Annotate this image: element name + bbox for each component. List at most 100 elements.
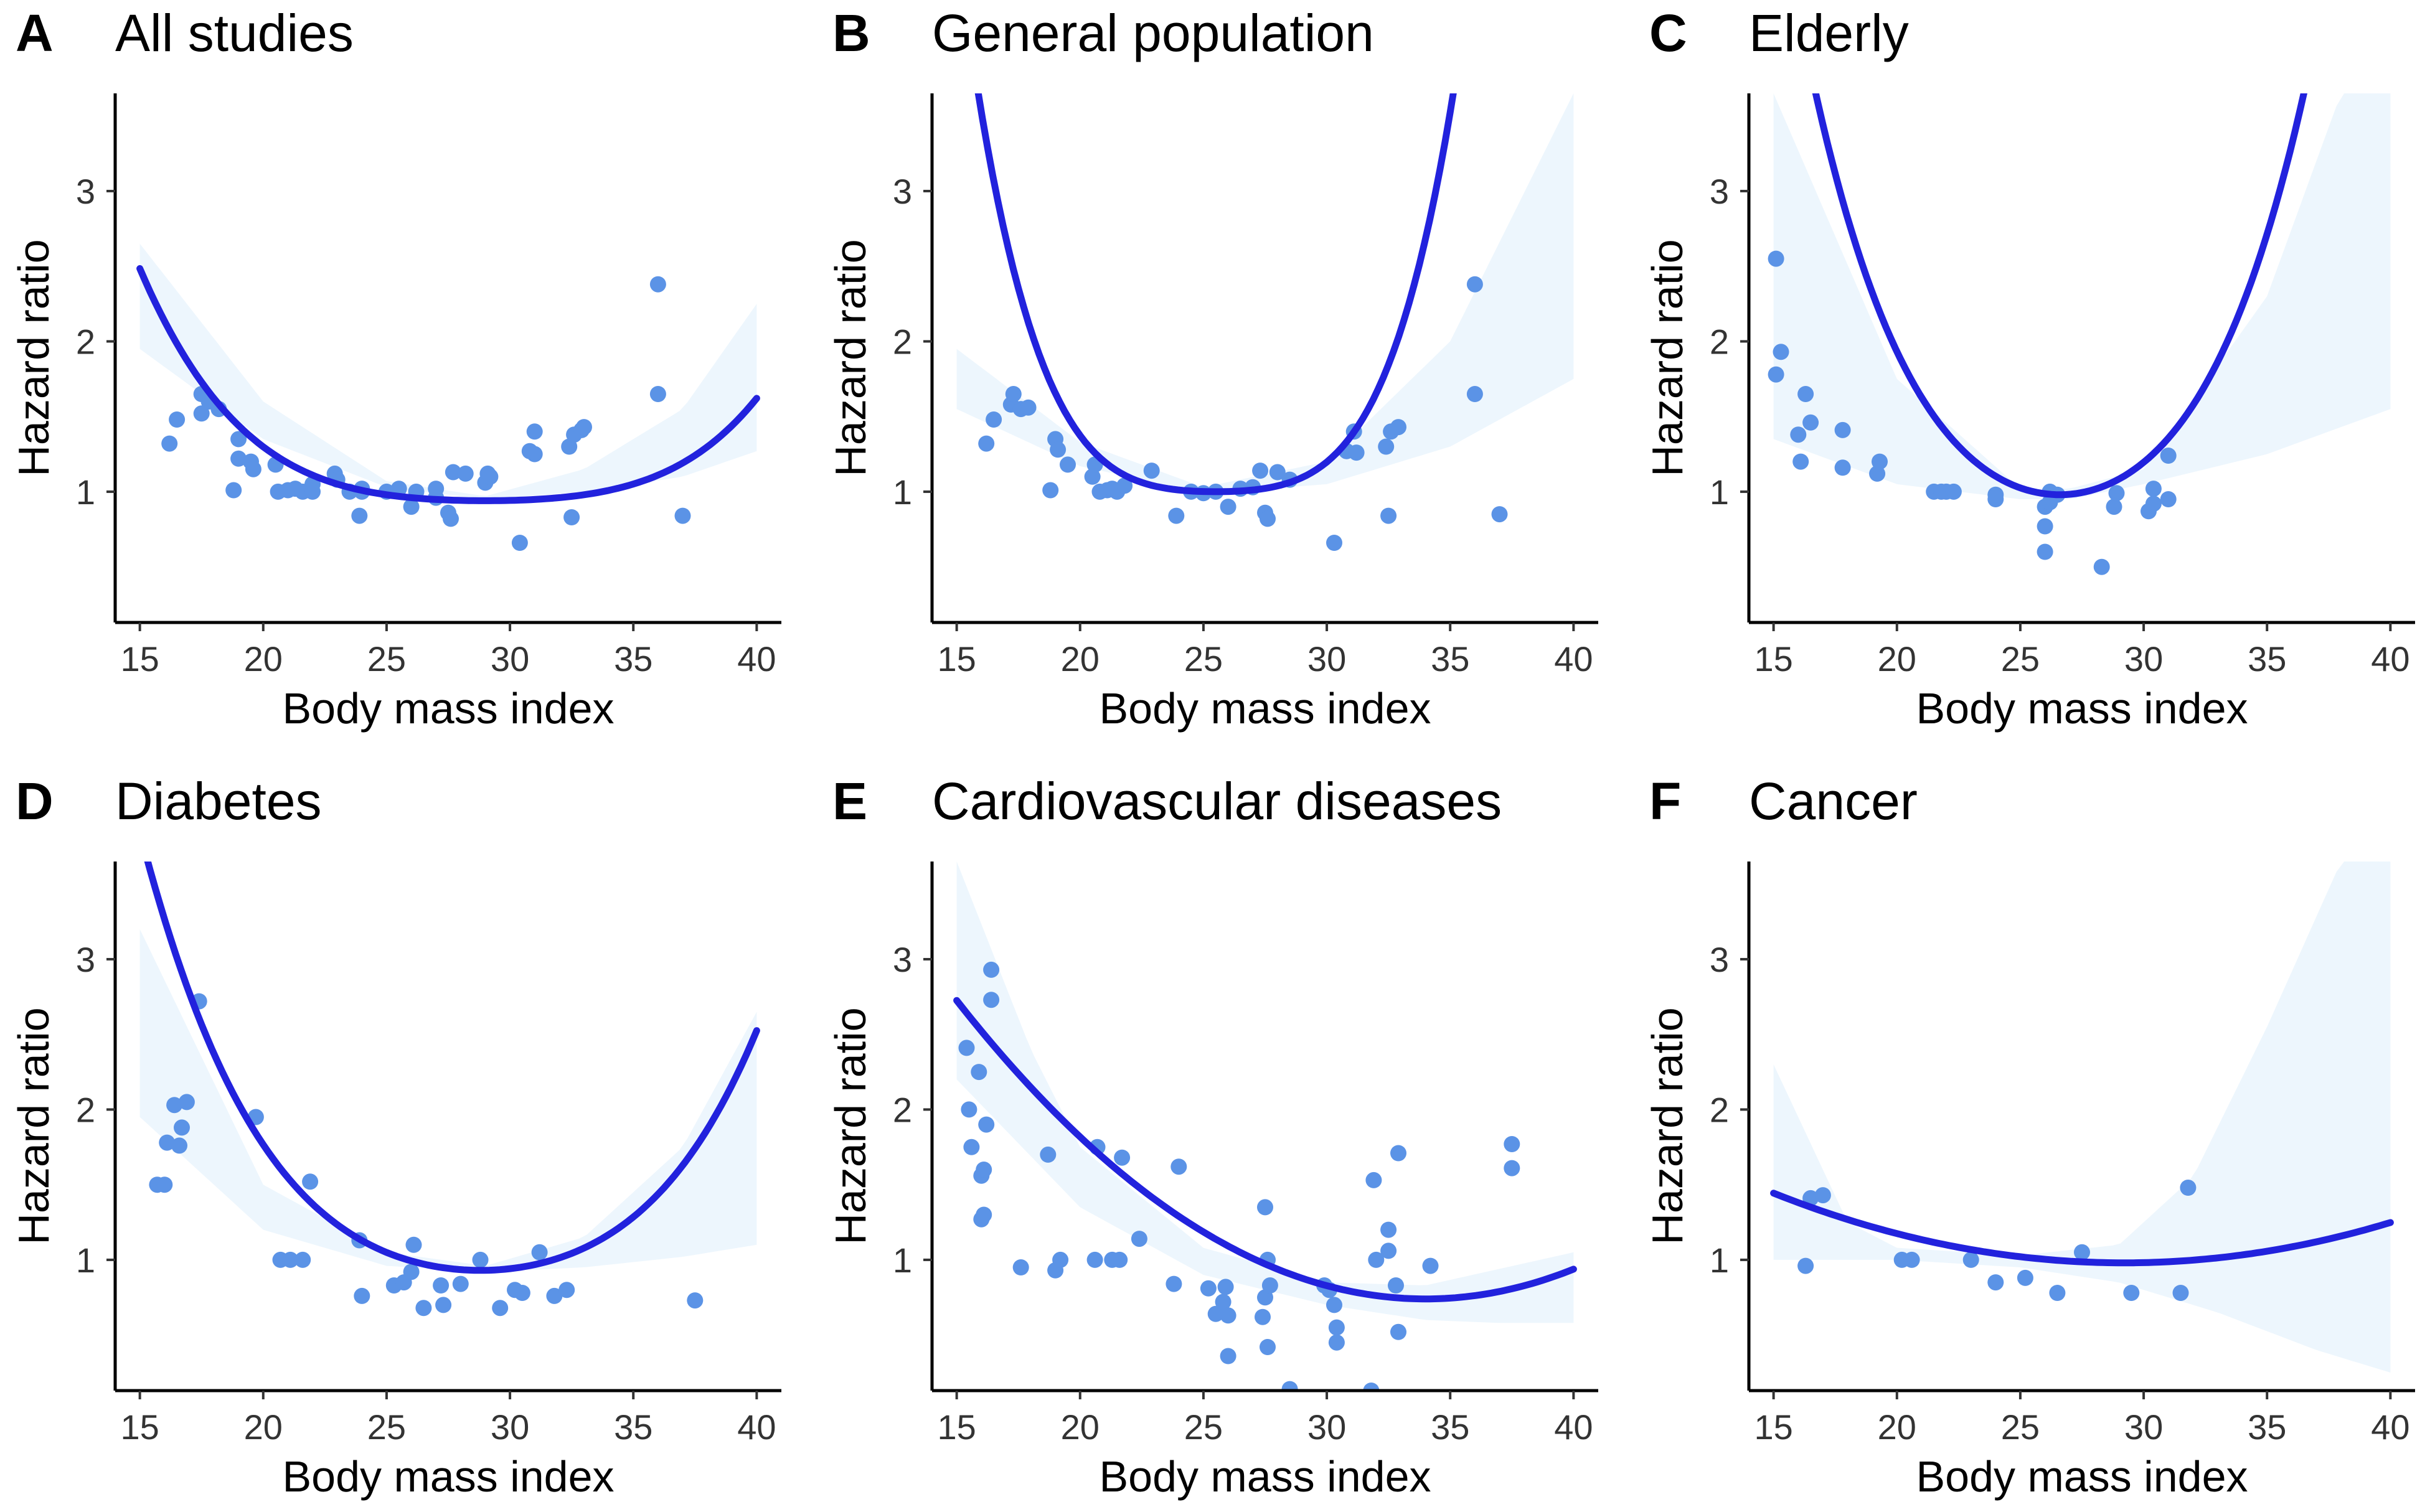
data-point (472, 1251, 489, 1268)
y-axis-title: Hazard ratio (9, 239, 58, 476)
x-tick-label: 15 (937, 639, 976, 679)
y-tick-label: 2 (893, 322, 912, 361)
x-tick-label: 20 (244, 1407, 283, 1447)
x-tick-label: 30 (2124, 639, 2163, 679)
y-tick-label: 1 (1710, 1241, 1729, 1280)
data-point (1987, 1274, 2004, 1291)
data-point (1768, 366, 1784, 383)
data-point (174, 1119, 190, 1136)
x-tick-label: 15 (1754, 639, 1792, 679)
y-tick-label: 2 (1710, 322, 1729, 361)
data-point (1390, 1145, 1406, 1162)
data-point (674, 507, 691, 524)
data-point (1060, 456, 1076, 473)
data-point (225, 482, 242, 499)
data-point (1872, 453, 1888, 470)
x-tick-label: 25 (367, 1407, 406, 1447)
data-point (1260, 510, 1276, 527)
data-point (1269, 464, 1286, 481)
data-point (2145, 481, 2162, 497)
data-point (1166, 1275, 1182, 1292)
data-point (1790, 426, 1807, 443)
data-point (1040, 1146, 1057, 1163)
data-point (1200, 1280, 1217, 1297)
fitted-curve (953, 997, 1577, 1303)
data-point (971, 1064, 987, 1081)
y-tick-label: 3 (1710, 172, 1729, 211)
data-point (1220, 1348, 1236, 1364)
x-tick-label: 35 (614, 639, 652, 679)
data-point (2160, 448, 2177, 464)
data-point (1466, 386, 1483, 402)
data-point (1380, 507, 1397, 524)
data-point (433, 1277, 450, 1294)
panel-letter: C (1649, 4, 1687, 62)
fitted-curve (1812, 93, 2307, 499)
confidence-band (956, 862, 1574, 1323)
x-tick-label: 20 (1061, 639, 1100, 679)
y-tick-label: 3 (1710, 940, 1729, 979)
data-point (193, 405, 210, 422)
data-point (558, 1282, 575, 1298)
data-point (1328, 1319, 1345, 1336)
confidence-band (139, 243, 757, 499)
y-axis-title: Hazard ratio (9, 1007, 58, 1244)
data-point (1388, 1277, 1404, 1294)
data-point (1834, 421, 1851, 438)
data-point (978, 435, 995, 452)
x-axis-title: Body mass index (282, 684, 614, 733)
data-point (1255, 1308, 1271, 1325)
data-point (1504, 1136, 1520, 1152)
data-point (1042, 482, 1059, 499)
data-point (1257, 1199, 1273, 1216)
data-point (1363, 1383, 1380, 1391)
data-point (1869, 465, 1886, 482)
data-point (405, 1236, 422, 1253)
data-point (1052, 1251, 1069, 1268)
data-point (649, 386, 666, 402)
data-point (443, 510, 459, 527)
data-point (2145, 495, 2162, 512)
panel-cancer: F Cancer 15 20 25 30 35 40 1 2 3 Body mass index H… (1643, 772, 2415, 1501)
y-tick-label: 1 (1710, 472, 1729, 512)
x-axis-title: Body mass index (282, 1452, 614, 1501)
data-point (245, 461, 261, 477)
data-point (302, 1173, 319, 1190)
panel-letter: E (832, 772, 867, 830)
plot-area (136, 243, 760, 551)
x-tick-label: 15 (1754, 1407, 1792, 1447)
x-tick-label: 35 (1431, 1407, 1469, 1447)
panel-title: Elderly (1749, 4, 1909, 62)
x-tick-label: 25 (2001, 1407, 2040, 1447)
data-point (986, 411, 1002, 428)
x-tick-label: 40 (2371, 1407, 2409, 1447)
y-tick-label: 3 (76, 172, 95, 211)
panel-letter: F (1649, 772, 1681, 830)
data-point (1012, 1259, 1029, 1275)
data-point (1170, 1158, 1187, 1175)
data-point (1987, 486, 2004, 503)
data-point (230, 431, 247, 448)
data-point (282, 1251, 299, 1268)
data-point (1326, 1297, 1342, 1313)
data-point (1005, 386, 1022, 402)
data-point (961, 1101, 977, 1118)
y-axis-title: Hazard ratio (1643, 1007, 1692, 1244)
x-axis-title: Body mass index (1099, 684, 1431, 733)
data-point (1945, 483, 1962, 500)
x-tick-label: 40 (1554, 639, 1593, 679)
plot-area (956, 93, 1574, 551)
x-tick-label: 35 (614, 1407, 652, 1447)
data-point (1281, 1381, 1298, 1391)
fitted-curve (136, 265, 760, 504)
data-point (1328, 1334, 1345, 1351)
data-point (1217, 1279, 1234, 1295)
data-point (403, 499, 420, 515)
data-point (1131, 1231, 1147, 1247)
x-tick-label: 30 (1307, 1407, 1346, 1447)
data-point (514, 1285, 530, 1301)
data-point (1020, 399, 1037, 416)
data-point (2106, 499, 2122, 515)
y-tick-label: 3 (893, 940, 912, 979)
fitted-curve (974, 93, 1457, 495)
